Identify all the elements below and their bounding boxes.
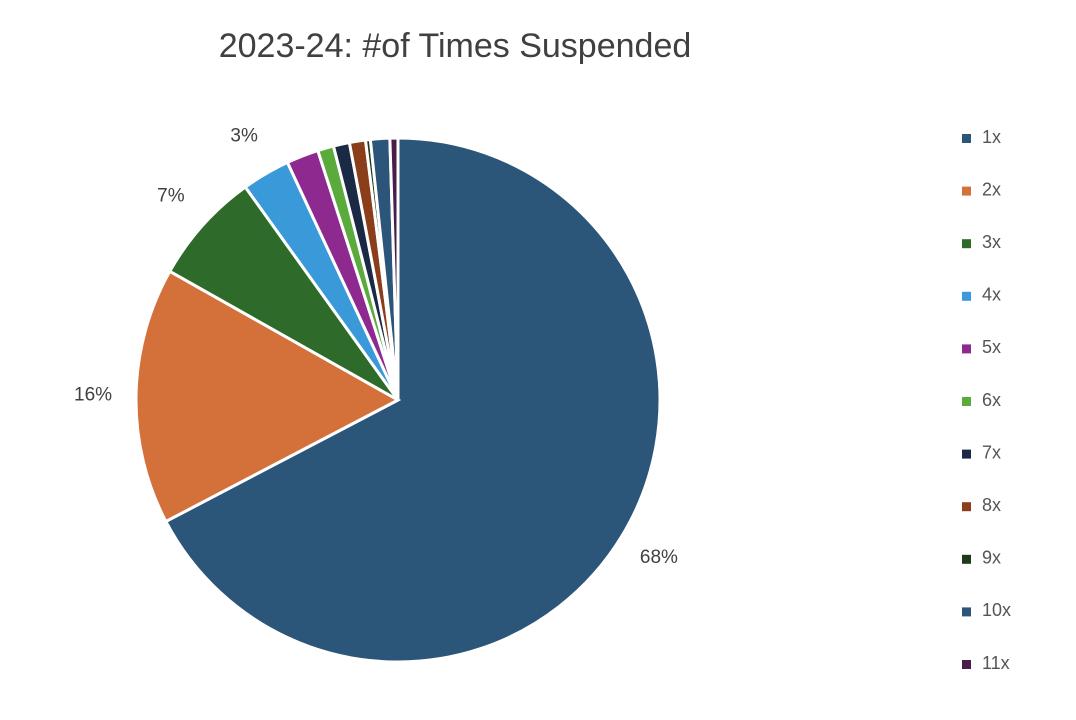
legend-marker	[962, 344, 971, 354]
legend-label: 3x	[982, 232, 1001, 252]
legend-marker	[962, 291, 971, 301]
legend-marker	[962, 449, 971, 459]
data-label: 68%	[640, 547, 678, 568]
legend-label: 7x	[982, 442, 1001, 462]
legend-marker	[962, 134, 971, 143]
legend-label: 6x	[982, 390, 1001, 410]
legend-label: 11x	[982, 653, 1010, 673]
legend-marker	[962, 239, 971, 249]
pie-slice	[388, 136, 400, 401]
legend-marker	[962, 660, 971, 669]
data-label: 3%	[230, 126, 258, 147]
legend-marker	[962, 607, 971, 617]
legend-marker	[962, 554, 971, 564]
legend-marker	[962, 186, 971, 196]
chart-title: 2023-24: #of Times Suspended	[219, 27, 692, 65]
legend-marker	[962, 397, 971, 406]
legend-label: 9x	[982, 548, 1001, 568]
legend-label: 1x	[982, 127, 1001, 147]
data-label: 16%	[74, 384, 112, 405]
legend-label: 2x	[982, 179, 1001, 199]
legend-label: 8x	[982, 495, 1001, 515]
data-label: 7%	[157, 185, 185, 206]
legend-marker	[962, 502, 971, 512]
legend-label: 10x	[982, 600, 1011, 620]
legend-label: 5x	[982, 337, 1001, 357]
pie-slice	[134, 269, 402, 524]
pie-slice	[167, 184, 400, 402]
legend-label: 4x	[982, 285, 1001, 305]
pie-slice	[163, 136, 662, 664]
